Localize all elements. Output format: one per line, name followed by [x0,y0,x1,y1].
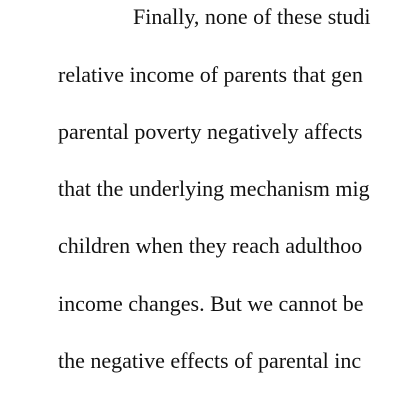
paragraph-line: income changes. But we cannot be [58,293,363,315]
paragraph-line: that the underlying mechanism mig [58,178,370,200]
paragraph-line: parental poverty negatively affects [58,121,362,143]
paragraph-line: Finally, none of these studi [133,6,371,28]
paragraph-line: the negative effects of parental inc [58,350,361,372]
paragraph-line: relative income of parents that gen [58,64,363,86]
paragraph-line: children when they reach adulthoo [58,235,362,257]
